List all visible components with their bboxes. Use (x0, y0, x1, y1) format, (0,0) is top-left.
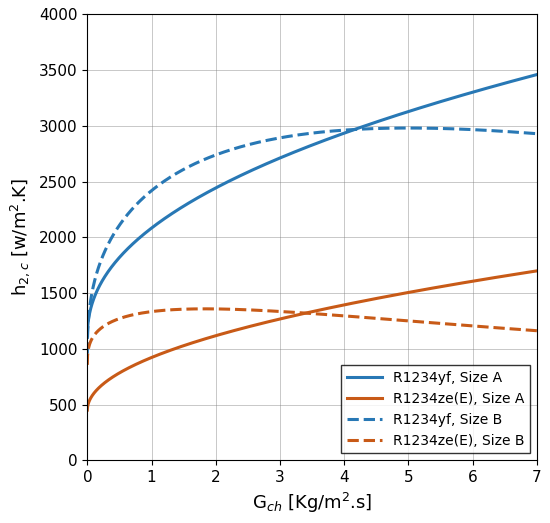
R1234ze(E), Size A (438, 283, 444, 290)
R1234ze(E), Size B (520, 327, 527, 333)
R1234yf, Size B (291, 132, 298, 139)
R1234ze(E), Size B (438, 321, 445, 327)
R1234yf, Size B (84, 350, 91, 357)
R1234ze(E), Size B (291, 309, 298, 315)
R1234yf, Size B (438, 126, 445, 132)
R1234yf, Size B (405, 125, 412, 131)
R1234ze(E), Size B (521, 327, 527, 333)
R1234ze(E), Size B (534, 327, 540, 334)
R1234ze(E), Size B (303, 310, 310, 316)
R1234ze(E), Size A (84, 407, 91, 413)
Line: R1234ze(E), Size B: R1234ze(E), Size B (87, 309, 537, 365)
Y-axis label: h$_{2,c}$ [w/m$^2$.K]: h$_{2,c}$ [w/m$^2$.K] (8, 178, 32, 297)
R1234yf, Size A (520, 75, 527, 81)
R1234yf, Size A (107, 266, 113, 272)
R1234yf, Size A (84, 334, 91, 340)
Line: R1234yf, Size A: R1234yf, Size A (87, 75, 537, 337)
R1234ze(E), Size A (520, 270, 527, 276)
R1234yf, Size A (520, 75, 527, 81)
R1234yf, Size B (520, 130, 527, 136)
R1234ze(E), Size A (302, 310, 309, 316)
R1234ze(E), Size B (84, 362, 91, 368)
R1234ze(E), Size A (520, 270, 527, 276)
R1234yf, Size B (107, 237, 113, 243)
R1234ze(E), Size A (107, 376, 113, 382)
Line: R1234yf, Size B: R1234yf, Size B (87, 128, 537, 354)
R1234yf, Size B (534, 131, 540, 137)
X-axis label: G$_{ch}$ [Kg/m$^2$.s]: G$_{ch}$ [Kg/m$^2$.s] (252, 491, 372, 515)
Line: R1234ze(E), Size A: R1234ze(E), Size A (87, 271, 537, 410)
R1234yf, Size A (438, 98, 444, 105)
R1234ze(E), Size B (107, 319, 113, 325)
R1234yf, Size A (534, 72, 540, 78)
R1234ze(E), Size A (534, 268, 540, 274)
R1234ze(E), Size B (202, 306, 208, 312)
R1234yf, Size B (302, 131, 309, 137)
R1234yf, Size A (291, 149, 298, 155)
R1234ze(E), Size A (291, 313, 298, 319)
R1234yf, Size B (521, 130, 527, 136)
R1234yf, Size A (302, 144, 309, 151)
Legend: R1234yf, Size A, R1234ze(E), Size A, R1234yf, Size B, R1234ze(E), Size B: R1234yf, Size A, R1234ze(E), Size A, R12… (342, 366, 530, 453)
